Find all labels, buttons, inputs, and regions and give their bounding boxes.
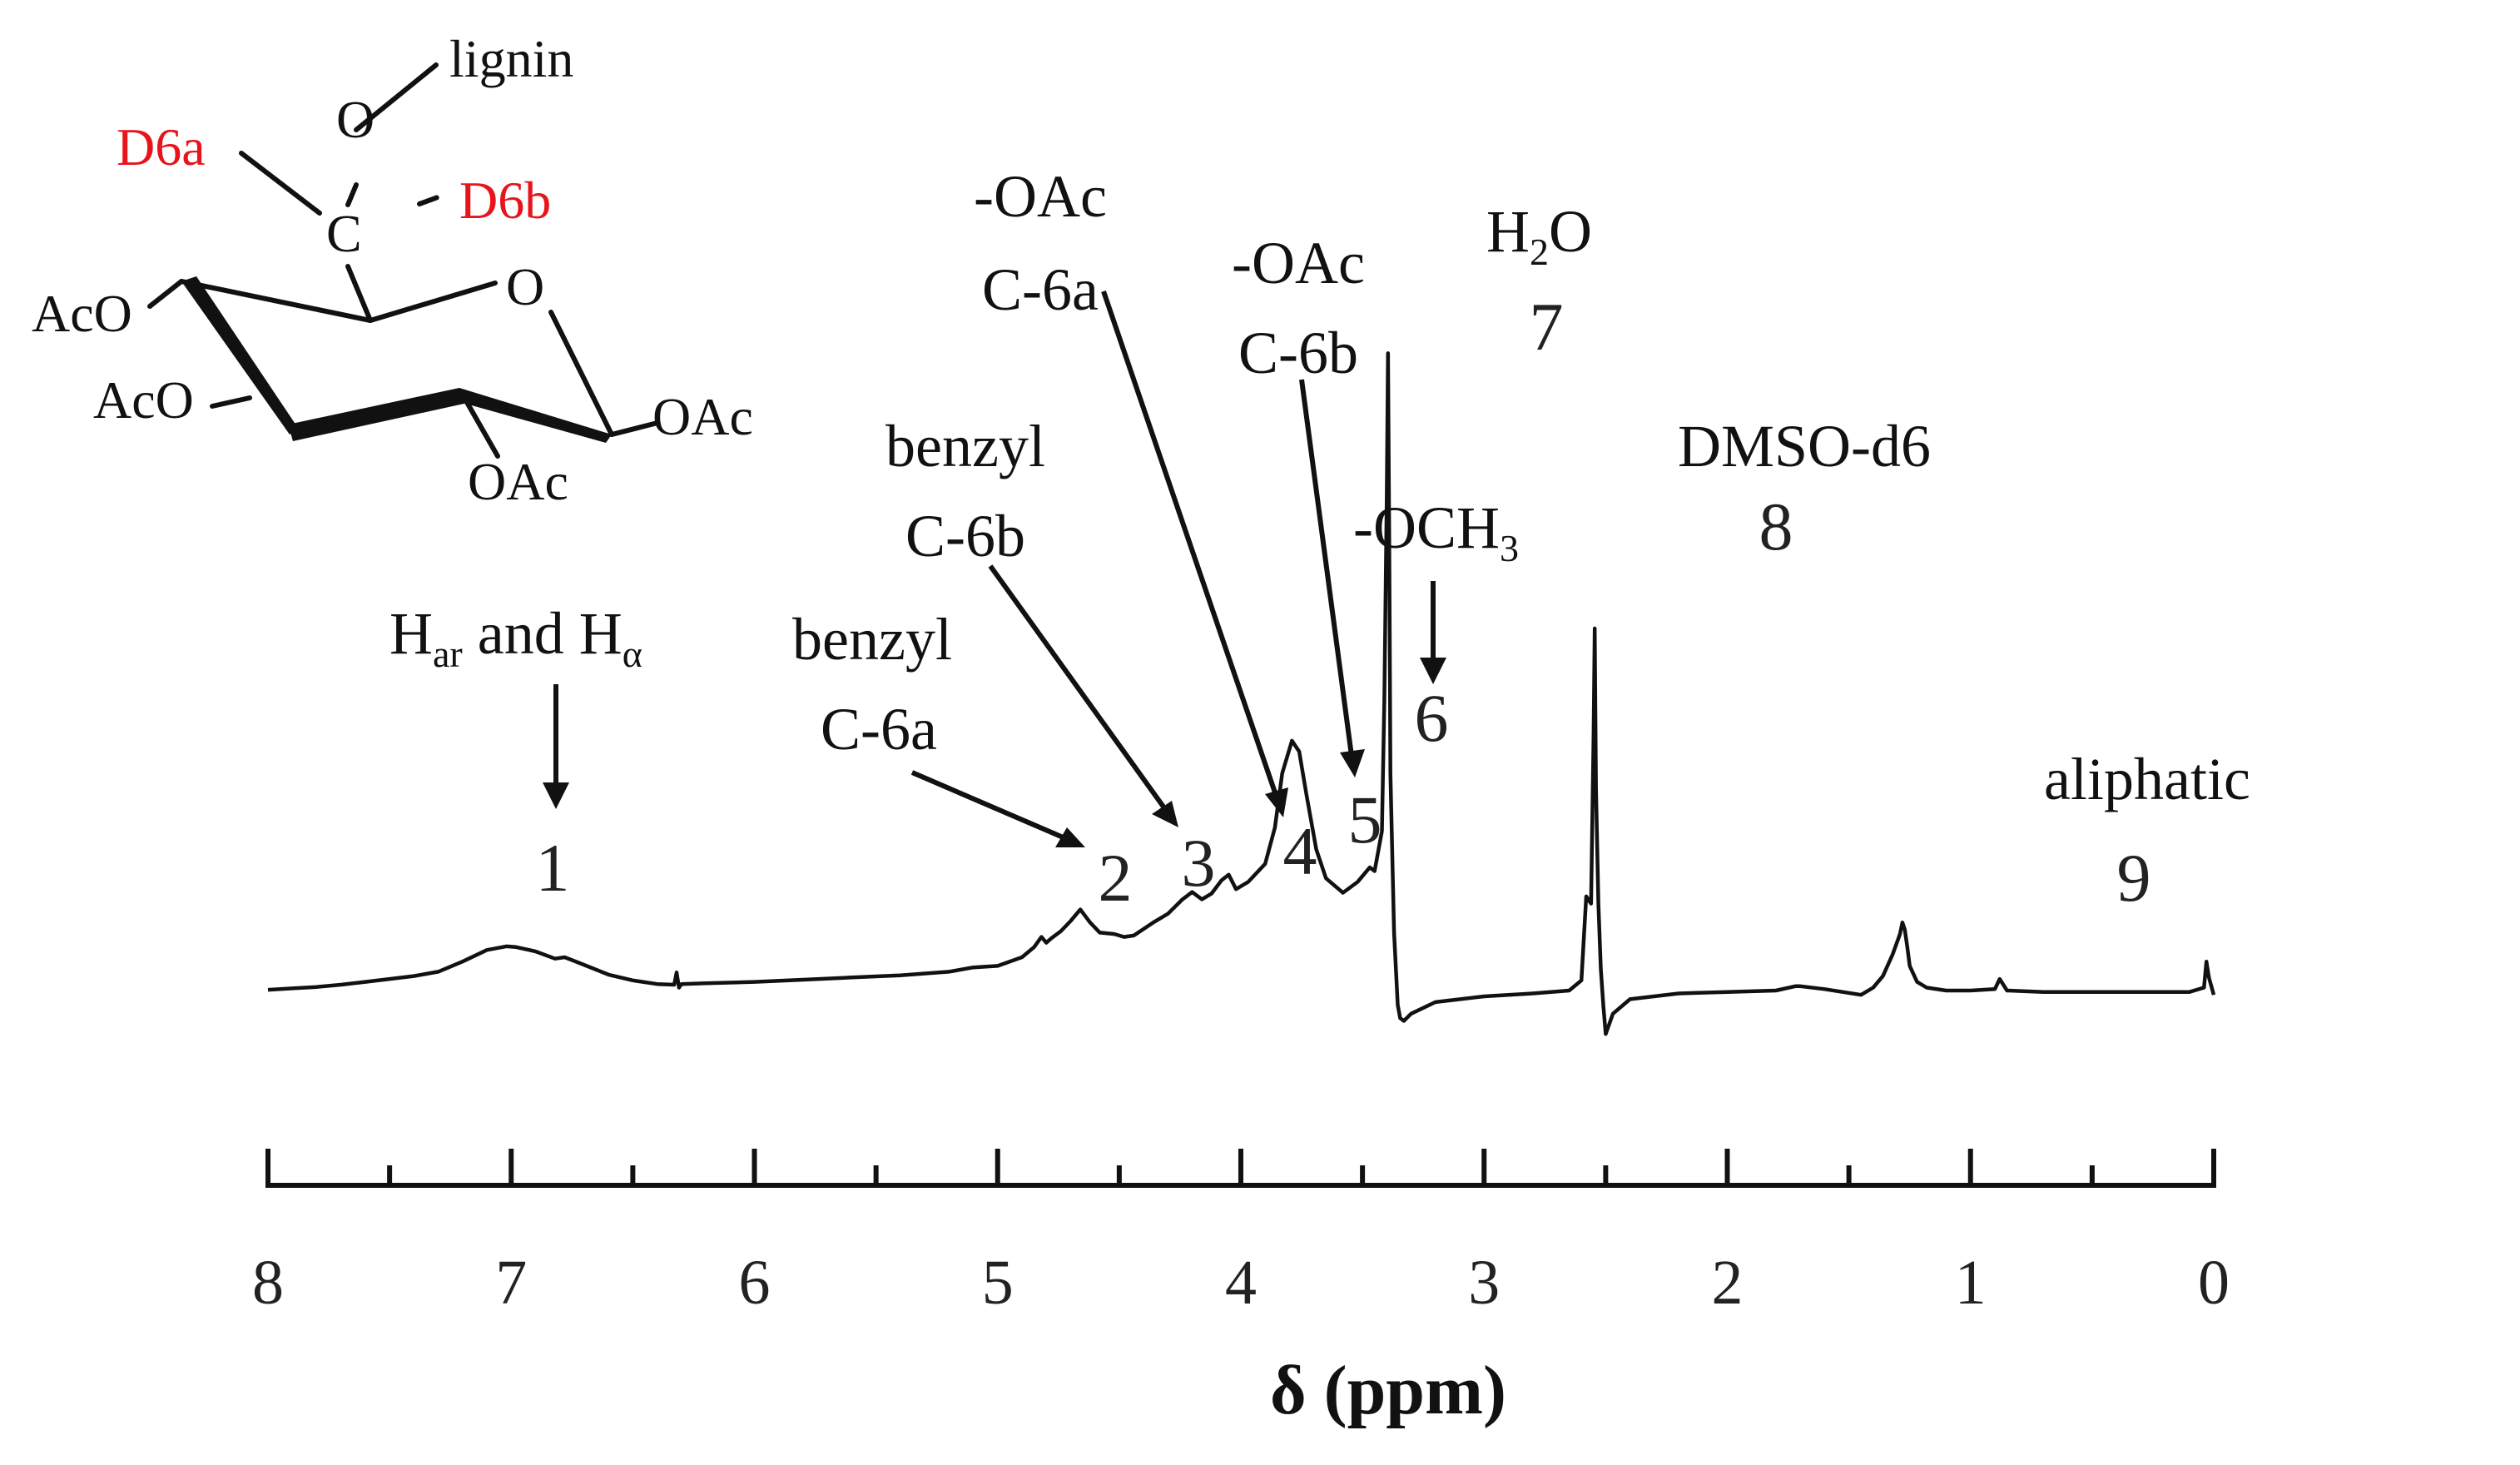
annotation-label-3b: C-6b	[905, 503, 1025, 569]
peak-number-1: 1	[536, 830, 570, 906]
annotation-label-8: DMSO-d6	[1678, 413, 1931, 479]
peak-number-3: 3	[1182, 825, 1216, 901]
peak-number-4: 4	[1283, 813, 1317, 889]
x-axis-title: δ (ppm)	[1270, 1352, 1506, 1429]
spectrum-line	[267, 351, 2216, 1036]
x-axis	[265, 1149, 2216, 1188]
x-tick-label: 5	[982, 1248, 1014, 1318]
annotation-label-9: aliphatic	[2044, 746, 2250, 812]
peak-number-2: 2	[1099, 840, 1133, 916]
d6b-label: D6b	[459, 171, 551, 230]
annotation-label-3a: benzyl	[885, 413, 1045, 479]
x-tick-labels: 8 7 6 5 4 3 2 1 0	[252, 1248, 2230, 1318]
x-tick-label: 8	[252, 1248, 284, 1318]
oxygen-top-label: O	[336, 90, 375, 149]
annotation-label-5b: C-6b	[1238, 320, 1358, 386]
x-tick-label: 3	[1468, 1248, 1500, 1318]
oac-right-label: OAc	[652, 387, 753, 446]
annotation-label-2a: benzyl	[792, 606, 952, 673]
annotation-label-2b: C-6a	[821, 696, 937, 762]
x-tick-label: 6	[739, 1248, 771, 1318]
x-tick-label: 4	[1225, 1248, 1257, 1318]
peak-number-7: 7	[1530, 289, 1564, 365]
peak-number-9: 9	[2117, 840, 2151, 916]
annotations: Har and Hα 1 benzyl C-6a 2 benzyl C-6b 3…	[389, 163, 2250, 916]
x-tick-label: 2	[1712, 1248, 1744, 1318]
x-tick-label: 1	[1955, 1248, 1987, 1318]
annotation-label-5a: -OAc	[1232, 230, 1365, 296]
aco-upper-label: AcO	[32, 284, 132, 343]
peak-number-6: 6	[1415, 680, 1449, 756]
aco-lower-label: AcO	[93, 370, 194, 430]
x-tick-label: 7	[495, 1248, 527, 1318]
carbon-center-label: C	[326, 204, 362, 263]
x-tick-label: 0	[2198, 1248, 2230, 1318]
annotation-label-1: Har and Hα	[389, 600, 642, 675]
d6a-label: D6a	[117, 117, 206, 176]
oac-bottom-label: OAc	[468, 452, 568, 511]
peak-number-8: 8	[1759, 489, 1793, 564]
annotation-label-4b: C-6a	[982, 256, 1099, 323]
ring-oxygen-label: O	[506, 257, 544, 316]
annotation-label-7: H2O	[1486, 198, 1592, 273]
lignin-label: lignin	[449, 29, 573, 88]
peak-number-5: 5	[1348, 782, 1382, 857]
chemical-structure: lignin O C D6a D6b O AcO AcO OAc OAc	[32, 29, 753, 511]
annotation-label-4a: -OAc	[974, 163, 1107, 230]
annotation-label-6: -OCH3	[1353, 494, 1519, 569]
